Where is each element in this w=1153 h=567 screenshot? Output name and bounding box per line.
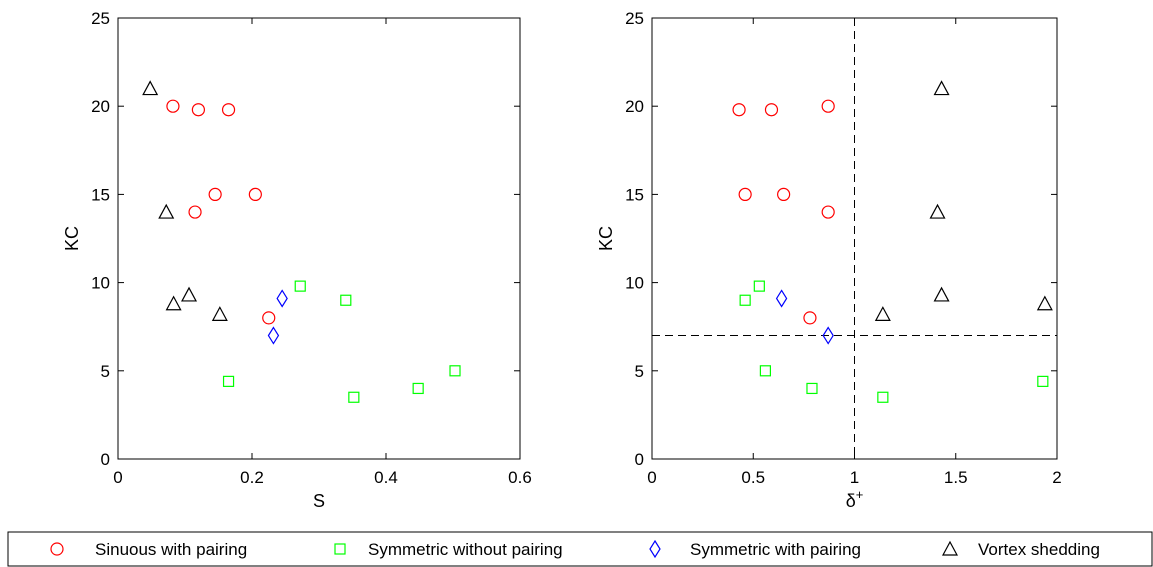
data-point-square [348,391,360,403]
y-tick-label: 5 [635,362,644,381]
data-point-square [1037,375,1049,387]
data-point-triangle [158,203,175,219]
data-point-triangle [933,286,950,302]
legend-marker-square [334,543,346,555]
data-point-square [222,375,235,387]
y-tick-label: 25 [91,9,110,28]
legend-box [7,531,1153,567]
x-tick-label: 0.6 [508,468,532,487]
y-tick-label: 5 [101,362,110,381]
x-tick-label: 0 [113,468,122,487]
legend-marker-circle [50,542,64,556]
x-tick-label: 1 [850,468,859,487]
x-tick-label: 0.2 [240,468,264,487]
data-point-circle [777,187,791,201]
data-point-circle [821,99,835,113]
x-tick-label: 0.5 [741,468,765,487]
data-point-triangle [874,306,891,321]
y-axis-label: KC [62,226,82,251]
data-point-square [753,280,765,292]
data-point-circle [821,205,835,219]
data-point-square [412,382,424,395]
legend-marker-diamond [649,539,661,559]
legend-marker-triangle [941,540,959,556]
y-tick-label: 10 [625,274,644,293]
y-tick-label: 0 [635,450,644,469]
data-point-square [294,280,306,292]
legend-label: Vortex shedding [978,540,1100,559]
data-point-triangle [933,80,950,96]
x-tick-label: 0.4 [374,468,398,487]
axes-frame [117,17,521,460]
x-tick-label: 0 [647,468,656,487]
data-point-circle [221,103,236,117]
x-tick-label: 2 [1052,468,1061,487]
data-point-circle [191,103,205,117]
data-point-diamond [276,289,288,308]
data-point-triangle [165,295,182,311]
data-point-diamond [822,326,834,345]
y-tick-label: 0 [101,450,110,469]
data-point-circle [803,311,817,325]
data-point-square [877,391,889,403]
plot-left-s-vs-kc: 0 0.2 0.4 0.6 0 5 10 15 20 25 S KC [62,9,532,511]
data-point-square [340,294,352,306]
y-tick-label: 25 [625,9,644,28]
y-tick-label: 10 [91,274,110,293]
y-tick-label: 20 [91,97,110,116]
data-point-square [449,365,461,377]
y-tick-label: 15 [625,185,644,204]
data-point-triangle [1036,295,1053,311]
data-point-square [806,382,818,395]
data-point-triangle [181,286,198,302]
x-axis-label: δ+ [846,487,864,511]
legend: Sinuous with pairing Symmetric without pa… [7,531,1153,567]
legend-label: Sinuous with pairing [95,540,247,559]
data-point-diamond [267,326,280,345]
data-point-circle [732,103,746,117]
data-point-triangle [211,306,228,321]
data-point-circle [208,187,222,201]
y-axis-label: KC [596,226,616,251]
data-point-circle [188,205,202,219]
data-point-circle [166,99,180,113]
legend-label: Symmetric without pairing [368,540,563,559]
data-point-square [739,294,751,306]
y-tick-label: 15 [91,185,110,204]
y-tick-label: 20 [625,97,644,116]
data-point-square [759,365,772,377]
x-axis-label-superscript: + [856,487,864,502]
legend-label: Symmetric with pairing [690,540,861,559]
data-point-circle [764,103,779,117]
data-point-diamond [775,289,788,308]
data-point-circle [248,187,262,201]
x-axis-label: S [313,491,325,511]
data-point-circle [262,311,276,325]
data-point-triangle [929,203,946,219]
data-point-circle [738,187,752,201]
data-point-triangle [142,80,159,96]
x-tick-label: 1.5 [944,468,968,487]
